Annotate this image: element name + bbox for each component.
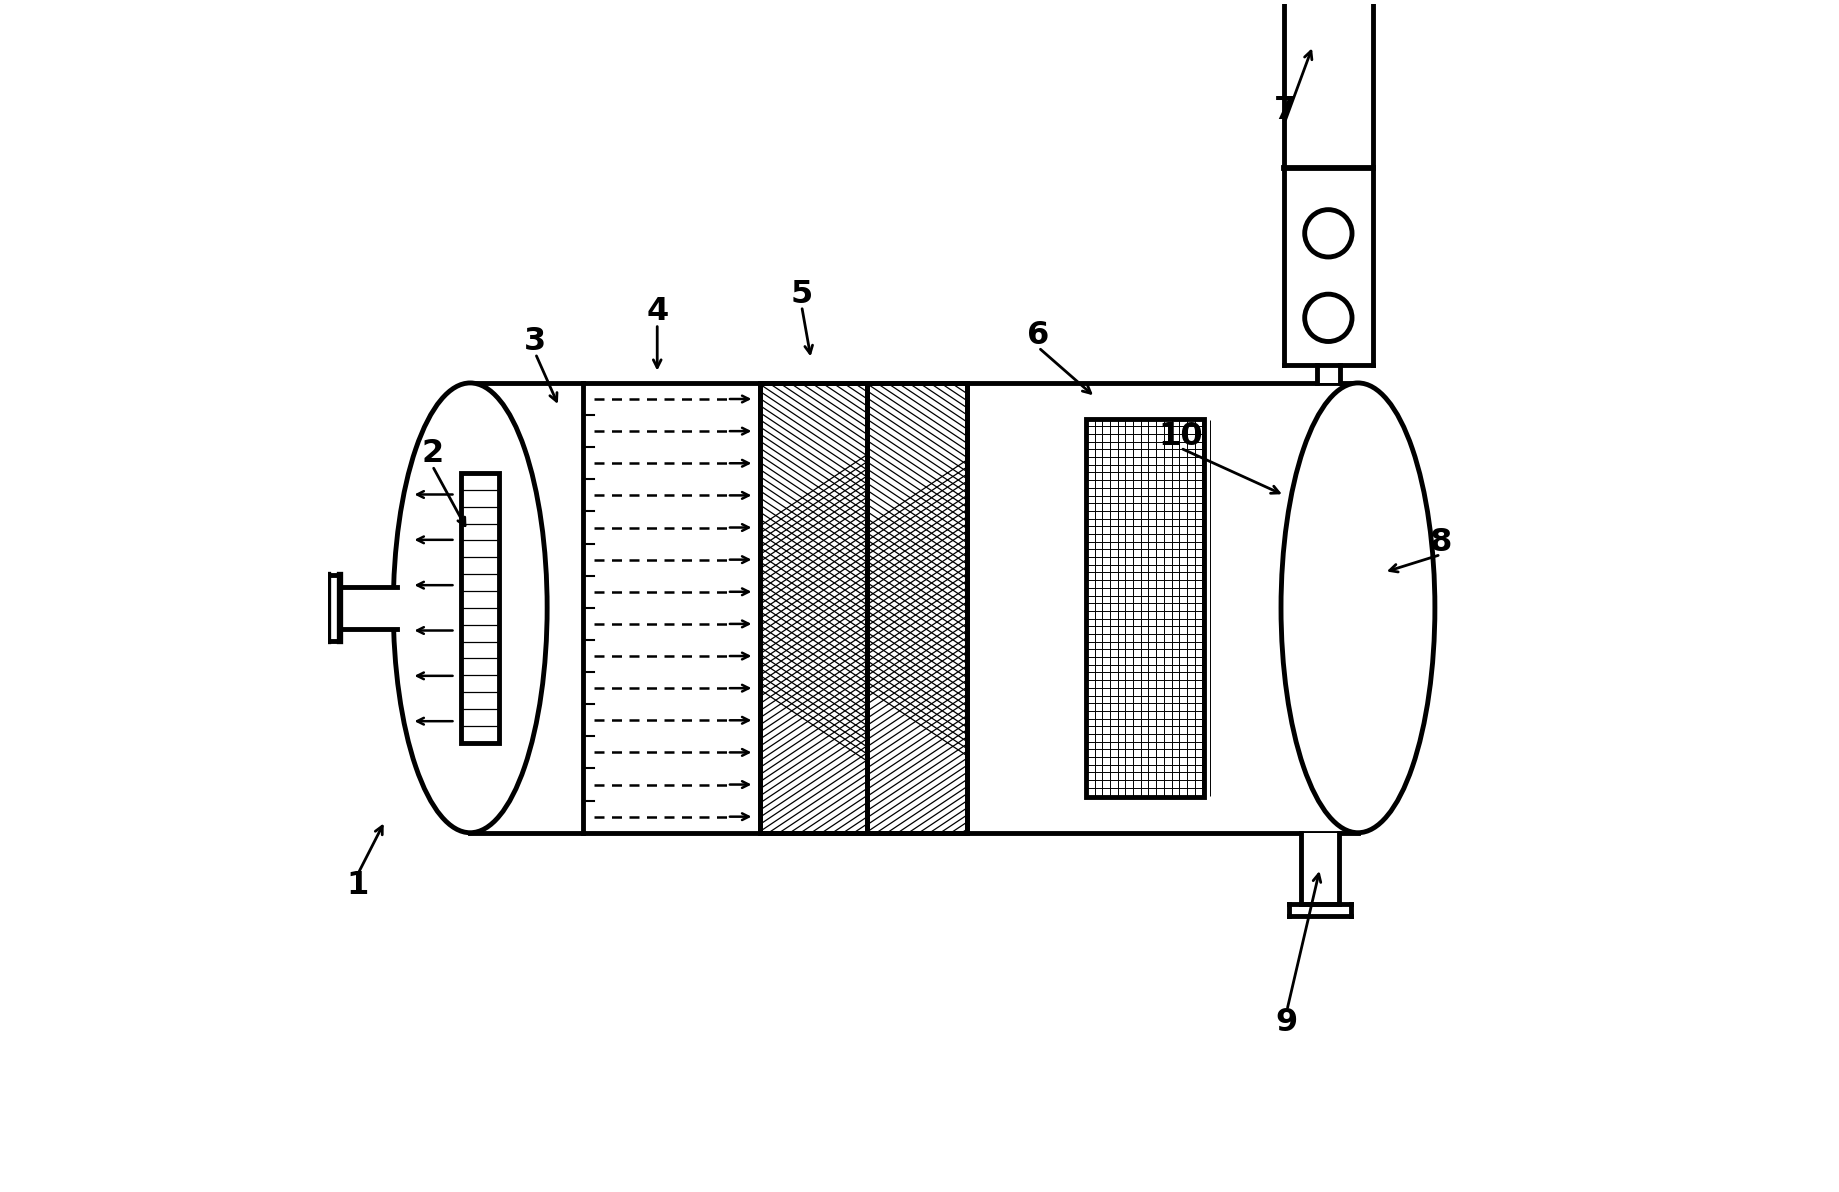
Bar — [760, 383, 866, 833]
Text: 5: 5 — [791, 279, 813, 310]
Text: 6: 6 — [1026, 321, 1048, 352]
Ellipse shape — [394, 383, 546, 833]
Bar — [1300, 833, 1339, 904]
Text: 3: 3 — [524, 325, 546, 358]
Text: 7: 7 — [1273, 95, 1295, 126]
Bar — [462, 473, 498, 743]
Text: 9: 9 — [1274, 1006, 1296, 1037]
Text: 2: 2 — [421, 439, 443, 470]
Bar — [1317, 365, 1339, 383]
Bar — [866, 383, 967, 833]
Text: 4: 4 — [645, 297, 668, 328]
Text: 8: 8 — [1429, 527, 1451, 558]
Text: 10: 10 — [1157, 421, 1203, 452]
Ellipse shape — [1280, 383, 1434, 833]
Bar — [340, 586, 397, 629]
Circle shape — [1304, 210, 1352, 257]
Text: 1: 1 — [346, 870, 370, 901]
Ellipse shape — [1284, 0, 1372, 85]
Circle shape — [1304, 294, 1352, 342]
Bar — [1085, 418, 1203, 796]
Bar — [1284, 0, 1372, 365]
Bar — [471, 383, 1357, 833]
